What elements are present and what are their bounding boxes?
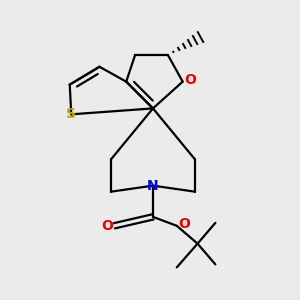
Text: O: O (178, 217, 190, 231)
Text: N: N (147, 179, 159, 193)
Text: S: S (66, 107, 76, 121)
Text: O: O (101, 219, 113, 233)
Text: O: O (184, 73, 196, 87)
